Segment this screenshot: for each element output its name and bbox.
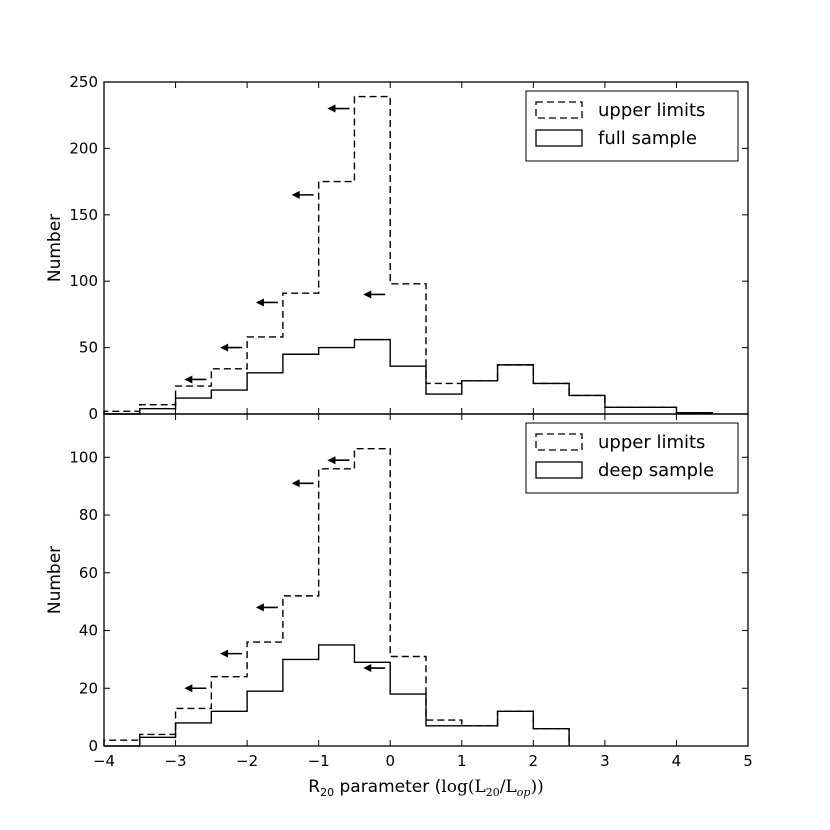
legend-label-1-0: upper limits (598, 432, 705, 453)
y-tick-label-1-3: 60 (79, 564, 98, 582)
sample-histogram-1 (104, 644, 570, 747)
y-axis-label-0: Number (45, 214, 65, 282)
y-tick-label-1-1: 20 (79, 679, 98, 697)
x-label-op-subscript: op (517, 786, 531, 799)
upper-limit-arrow-head-0-2 (255, 298, 264, 307)
top-panel: 0 50 100 150 200 250 Number upper limits full sa… (45, 73, 749, 423)
x-label-log: log(L (441, 777, 485, 797)
x-label-close: )) (530, 777, 543, 797)
bottom-panel: 0 20 40 60 80 100 −4 −3 −2 −1 0 1 2 3 4 5 Number upper li… (45, 413, 753, 770)
y-tick-label-1-2: 40 (79, 622, 98, 640)
y-tick-label-0-3: 150 (69, 206, 98, 224)
upper-limit-arrow-head-0-3 (291, 190, 300, 199)
x-label-r: R (308, 777, 320, 797)
y-tick-label-0-4: 200 (69, 139, 98, 157)
legend-swatch-1-0 (535, 433, 583, 451)
y-tick-label-0-1: 50 (79, 339, 98, 357)
upper-limit-arrow-head-1-5 (363, 664, 372, 673)
upper-limit-arrow-head-0-5 (363, 290, 372, 299)
legend-label-1-1: deep sample (598, 460, 714, 481)
legend-label-0-1: full sample (598, 128, 697, 149)
y-tick-label-1-4: 80 (79, 506, 98, 524)
x-axis-label: R20 parameter (log(L20/Lop)) (308, 777, 543, 799)
upper-limits-histogram-1 (103, 447, 570, 746)
x-label-r-subscript: 20 (320, 786, 334, 799)
x-tick-label-9: 5 (743, 752, 753, 770)
legend-swatch-0-1 (535, 129, 583, 147)
x-label-divide-l: /L (500, 777, 517, 797)
y-tick-label-0-5: 250 (69, 73, 98, 91)
axes-frame-1 (103, 413, 749, 747)
x-tick-label-1: −3 (164, 752, 186, 770)
x-tick-label-8: 4 (672, 752, 682, 770)
y-tick-label-0-2: 100 (69, 272, 98, 290)
y-tick-label-0-0: 0 (88, 405, 98, 423)
legend-swatch-0-0 (535, 101, 583, 119)
x-tick-label-4: 0 (385, 752, 395, 770)
x-tick-label-0: −4 (93, 752, 115, 770)
upper-limit-arrow-head-1-4 (327, 456, 336, 465)
x-label-l-subscript: 20 (486, 786, 500, 799)
y-axis-label-1: Number (45, 546, 65, 614)
legend-box-1 (525, 422, 739, 494)
x-tick-label-6: 2 (529, 752, 539, 770)
upper-limit-arrow-head-1-1 (220, 649, 229, 658)
x-tick-label-5: 1 (457, 752, 467, 770)
legend-swatch-1-1 (535, 461, 583, 479)
upper-limit-arrow-head-1-2 (255, 603, 264, 612)
upper-limit-arrow-head-0-1 (220, 343, 229, 352)
upper-limit-arrow-head-0-0 (184, 375, 193, 384)
upper-limit-arrow-head-0-4 (327, 104, 336, 113)
legend-label-0-0: upper limits (598, 100, 705, 121)
upper-limit-arrow-head-1-3 (291, 479, 300, 488)
y-tick-label-1-0: 0 (88, 737, 98, 755)
x-tick-label-3: −1 (308, 752, 330, 770)
x-label-parameter: parameter ( (334, 777, 441, 797)
upper-limit-arrow-head-1-0 (184, 684, 193, 693)
sample-histogram-0 (104, 338, 713, 415)
y-tick-label-1-5: 100 (69, 448, 98, 466)
legend-box-0 (525, 90, 739, 162)
x-tick-label-2: −2 (236, 752, 258, 770)
x-tick-label-7: 3 (600, 752, 610, 770)
